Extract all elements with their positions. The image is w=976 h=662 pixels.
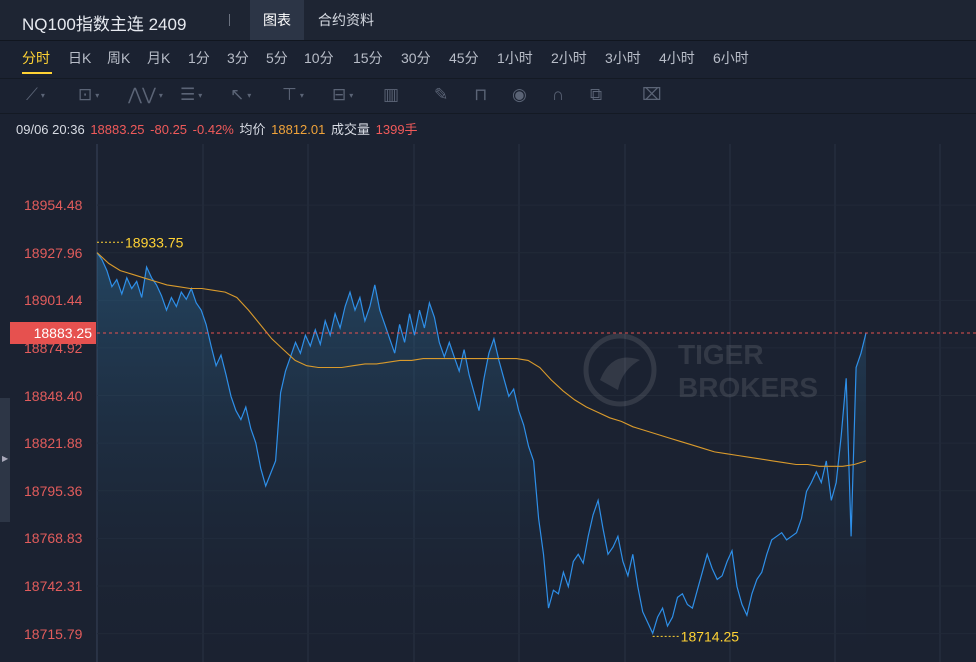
measure-tool-icon[interactable]: ⊟ ▾ xyxy=(332,85,354,104)
period-15min[interactable]: 15分 xyxy=(353,50,383,66)
expand-arrow-icon: ▶ xyxy=(2,454,9,463)
side-panel-handle[interactable]: ▶ xyxy=(0,398,10,522)
rect-tool-icon[interactable]: ⊡ ▾ xyxy=(78,85,100,104)
active-period-indicator xyxy=(22,72,52,74)
period-30min[interactable]: 30分 xyxy=(401,50,431,66)
y-tick-label: 18742.31 xyxy=(24,578,83,595)
period-6h[interactable]: 6小时 xyxy=(713,50,749,66)
line-tool-icon[interactable]: ⟋ ▾ xyxy=(26,85,45,104)
y-tick-label: 18954.48 xyxy=(24,197,83,214)
wave-tool-icon[interactable]: ⋀⋁ ▾ xyxy=(128,85,163,104)
tab-chart[interactable]: 图表 xyxy=(250,0,304,40)
watermark-line1: TIGER xyxy=(678,339,764,370)
period-3min[interactable]: 3分 xyxy=(227,50,249,66)
avg-price-line xyxy=(96,252,867,467)
current-price-tag: 18883.25 xyxy=(10,321,96,344)
price-area-fill xyxy=(97,252,866,662)
price-line xyxy=(96,252,867,635)
title-separator xyxy=(229,14,230,26)
volume-label: 成交量 xyxy=(331,122,371,137)
low-marker-label: 18714.25 xyxy=(681,628,740,644)
period-5min[interactable]: 5分 xyxy=(266,50,288,66)
period-selector: 分时 日K 周K 月K 1分 3分 5分 10分 15分 30分 45分 1小时… xyxy=(0,40,976,76)
trash-icon[interactable]: ⌧ xyxy=(642,85,662,104)
period-month-k[interactable]: 月K xyxy=(147,50,171,66)
y-tick-label: 18901.44 xyxy=(24,292,83,309)
high-low-markers: 18933.75 18714.25 xyxy=(97,234,739,644)
period-45min[interactable]: 45分 xyxy=(449,50,479,66)
y-tick-label: 18795.36 xyxy=(24,482,83,499)
period-1h[interactable]: 1小时 xyxy=(497,50,533,66)
period-week-k[interactable]: 周K xyxy=(107,50,131,66)
text-tool-icon[interactable]: ⊤ ▾ xyxy=(282,85,304,104)
y-tick-label: 18927.96 xyxy=(24,244,83,261)
drawing-toolbar: ⟋ ▾ ⊡ ▾ ⋀⋁ ▾ ☰ ▾ ↖ ▾ ⊤ ▾ ⊟ ▾ ▥ ✎ ⊓ ◉ ∩ ⧉ ⌧ xyxy=(0,78,976,114)
fib-tool-icon[interactable]: ☰ ▾ xyxy=(180,85,203,104)
watermark-logo: TIGER BROKERS xyxy=(583,333,818,407)
pen-icon[interactable]: ✎ xyxy=(434,85,449,104)
watermark-line2: BROKERS xyxy=(678,372,818,403)
period-4h[interactable]: 4小时 xyxy=(659,50,695,66)
avg-price-label: 均价 xyxy=(239,122,266,137)
bars-tool-icon[interactable]: ▥ xyxy=(383,85,400,104)
layers-icon[interactable]: ⧉ xyxy=(590,85,603,104)
period-day-k[interactable]: 日K xyxy=(68,50,92,66)
y-tick-label: 18848.40 xyxy=(24,387,83,404)
period-2h[interactable]: 2小时 xyxy=(551,50,587,66)
eye-icon[interactable]: ◉ xyxy=(512,85,527,104)
y-tick-label: 18821.88 xyxy=(24,435,83,452)
top-bar: NQ100指数主连 2409 图表 合约资料 xyxy=(0,0,976,41)
arrow-tool-icon[interactable]: ↖ ▾ xyxy=(230,85,252,104)
y-tick-label: 18715.79 xyxy=(24,625,83,642)
tab-contract-info[interactable]: 合约资料 xyxy=(318,12,374,28)
quote-change-pct: -0.42% xyxy=(192,122,234,137)
magnet-icon[interactable]: ∩ xyxy=(552,85,565,104)
period-10min[interactable]: 10分 xyxy=(304,50,334,66)
volume-value: 1399手 xyxy=(375,122,418,137)
period-1min[interactable]: 1分 xyxy=(188,50,210,66)
period-3h[interactable]: 3小时 xyxy=(605,50,641,66)
quote-info-line: 09/06 20:36 18883.25 -80.25 -0.42% 均价 18… xyxy=(16,119,420,138)
instrument-title: NQ100指数主连 2409 xyxy=(22,15,187,34)
quote-datetime: 09/06 20:36 xyxy=(16,122,85,137)
high-marker-label: 18933.75 xyxy=(125,234,184,250)
avg-price-value: 18812.01 xyxy=(271,122,326,137)
y-tick-label: 18768.83 xyxy=(24,530,83,547)
quote-price: 18883.25 xyxy=(90,122,145,137)
quote-change: -80.25 xyxy=(150,122,188,137)
period-intraday[interactable]: 分时 xyxy=(22,50,50,66)
lock-icon[interactable]: ⊓ xyxy=(474,85,488,104)
